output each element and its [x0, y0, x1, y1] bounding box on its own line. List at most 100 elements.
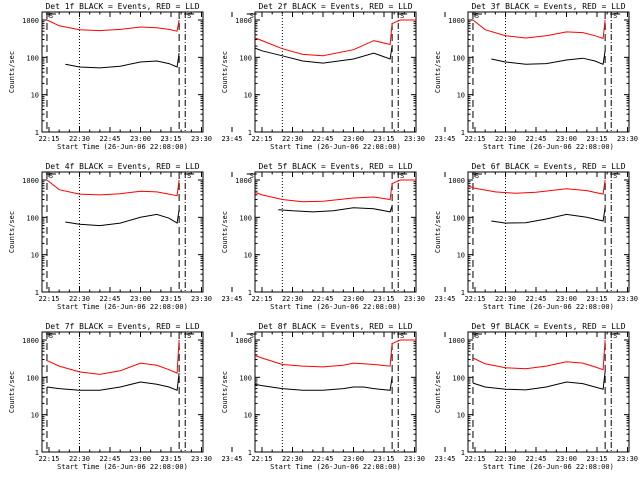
panel-9: Det 9f BLACK = Events, RED = LLD 1 10 100 10…: [434, 322, 638, 471]
panel-7-x-tick-label: 23:00: [130, 455, 151, 463]
panel-9-lld-series-line: [472, 339, 606, 371]
panel-6-lld-series-line: [468, 179, 606, 195]
panel-5-y-tick-label: 1: [248, 289, 252, 297]
panel-2-x-tick-label: 22:45: [312, 135, 333, 143]
panel-5-x-tick-label: 22:45: [312, 295, 333, 303]
panel-4-lld-series-line: [46, 179, 180, 197]
panel-1: Det 1f BLACK = Events, RED = LLD 1 10 100 10…: [8, 2, 243, 151]
panel-1-y-tick-label: 10: [31, 92, 39, 100]
panel-2-title: Det 2f BLACK = Events, RED = LLD: [258, 2, 412, 11]
panel-5-x-tick-label: 23:30: [404, 295, 425, 303]
panel-2-x-tick-label: 23:30: [404, 135, 425, 143]
panel-8-y-tick-label: 1000: [235, 337, 252, 345]
panel-1-x-axis-label: Start Time (26-Jun-06 22:08:00): [57, 143, 188, 151]
panel-2-events-series-line: [255, 46, 393, 64]
panel-9-x-tick-label: 22:30: [495, 455, 516, 463]
panel-8-x-tick-label: 22:45: [312, 455, 333, 463]
panel-5: Det 5f BLACK = Events, RED = LLD 1 10 100 10…: [221, 162, 456, 311]
panel-6-x-tick-label: 23:00: [556, 295, 577, 303]
panel-1-x-tick-label: 23:30: [191, 135, 212, 143]
panel-4-y-tick-label: 100: [26, 214, 39, 222]
panel-7-y-tick-label: 1000: [22, 337, 39, 345]
panel-9-x-tick-label: 22:15: [464, 455, 485, 463]
panel-6-x-tick-label: 22:15: [464, 295, 485, 303]
panel-6-y-tick-label: 100: [452, 214, 465, 222]
panel-4-y-axis-label: Counts/sec: [8, 211, 16, 253]
panel-2-lld-series-line: [255, 19, 416, 57]
panel-4-x-tick-label: 23:00: [130, 295, 151, 303]
panel-9-events-series-line: [472, 371, 606, 391]
panel-7-x-tick-label: 22:45: [99, 455, 120, 463]
panel-7-s-marker: S: [187, 332, 191, 340]
panel-3-title: Det 3f BLACK = Events, RED = LLD: [471, 2, 625, 11]
panel-3-lld-series-line: [472, 19, 606, 40]
panel-7-x-axis-label: Start Time (26-Jun-06 22:08:00): [57, 463, 188, 471]
panel-4-s-marker: S: [187, 172, 191, 180]
panel-5-s-marker: S: [400, 172, 404, 180]
panel-7-x-tick-label: 23:30: [191, 455, 212, 463]
panel-9-x-tick-label: 22:45: [525, 455, 546, 463]
panel-6-x-tick-label: 23:30: [617, 295, 638, 303]
panel-9-x-axis-label: Start Time (26-Jun-06 22:08:00): [483, 463, 614, 471]
panel-5-x-tick-label: 22:15: [251, 295, 272, 303]
panel-8-x-axis-label: Start Time (26-Jun-06 22:08:00): [270, 463, 401, 471]
panel-6-y-tick-label: 10: [457, 252, 465, 260]
panel-6-x-tick-label: 22:30: [495, 295, 516, 303]
panel-7-y-tick-label: 10: [31, 412, 39, 420]
panel-6-x-tick-label: 22:45: [525, 295, 546, 303]
panel-7-x-tick-label: 22:15: [38, 455, 59, 463]
panel-8-y-tick-label: 100: [239, 374, 252, 382]
panel-3-x-tick-label: 22:15: [464, 135, 485, 143]
panel-7-y-tick-label: 100: [26, 374, 39, 382]
panel-6-s-marker: S: [475, 172, 479, 180]
panel-2-x-tick-label: 23:15: [373, 135, 394, 143]
panel-5-s-marker: S: [250, 172, 254, 180]
panel-2-s-marker: S: [400, 12, 404, 20]
panel-1-events-series-line: [65, 53, 180, 69]
panel-9-y-axis-label: Counts/sec: [434, 371, 442, 413]
panel-9-y-tick-label: 10: [457, 412, 465, 420]
panel-4-y-tick-label: 1000: [22, 177, 39, 185]
panel-5-y-tick-label: 100: [239, 214, 252, 222]
panel-7-lld-series-line: [46, 339, 180, 375]
panel-2-x-axis-label: Start Time (26-Jun-06 22:08:00): [270, 143, 401, 151]
panel-7-s-marker: S: [49, 332, 53, 340]
panel-8-x-tick-label: 23:30: [404, 455, 425, 463]
panel-8-y-tick-label: 10: [244, 412, 252, 420]
panel-5-events-series-line: [278, 205, 393, 213]
panel-5-y-tick-label: 1000: [235, 177, 252, 185]
panel-5-x-tick-label: 23:15: [373, 295, 394, 303]
panel-2-x-tick-label: 23:45: [434, 135, 455, 143]
panel-4-title: Det 4f BLACK = Events, RED = LLD: [45, 162, 199, 171]
panel-6-x-tick-label: 23:15: [586, 295, 607, 303]
panel-7-x-tick-label: 23:15: [160, 455, 181, 463]
panel-8-events-series-line: [255, 377, 393, 391]
panel-6-s-marker: S: [613, 172, 617, 180]
panel-2-y-tick-label: 10: [244, 92, 252, 100]
panel-1-title: Det 1f BLACK = Events, RED = LLD: [45, 2, 199, 11]
panel-7-y-tick-label: 1: [35, 449, 39, 457]
panel-7-y-axis-label: Counts/sec: [8, 371, 16, 413]
panel-2-y-tick-label: 1: [248, 129, 252, 137]
panel-6-x-axis-label: Start Time (26-Jun-06 22:08:00): [483, 303, 614, 311]
panel-3-x-tick-label: 22:30: [495, 135, 516, 143]
panel-1-x-tick-label: 23:15: [160, 135, 181, 143]
panel-4-x-tick-label: 23:15: [160, 295, 181, 303]
panel-4-y-tick-label: 1: [35, 289, 39, 297]
panel-3-y-tick-label: 1: [461, 129, 465, 137]
panel-4-events-series-line: [65, 209, 180, 227]
panel-3-s-marker: S: [613, 12, 617, 20]
panel-5-lld-series-line: [255, 179, 416, 203]
panel-6-y-tick-label: 1: [461, 289, 465, 297]
panel-8-y-tick-label: 1: [248, 449, 252, 457]
panel-5-y-axis-label: Counts/sec: [221, 211, 229, 253]
panel-2-x-tick-label: 22:30: [282, 135, 303, 143]
panel-1-y-axis-label: Counts/sec: [8, 51, 16, 93]
panel-8-x-tick-label: 23:15: [373, 455, 394, 463]
panel-2-s-marker: S: [250, 12, 254, 20]
panel-3-x-tick-label: 23:30: [617, 135, 638, 143]
panel-8-x-tick-label: 23:45: [434, 455, 455, 463]
panel-1-x-tick-label: 22:15: [38, 135, 59, 143]
panel-2-y-tick-label: 1000: [235, 17, 252, 25]
